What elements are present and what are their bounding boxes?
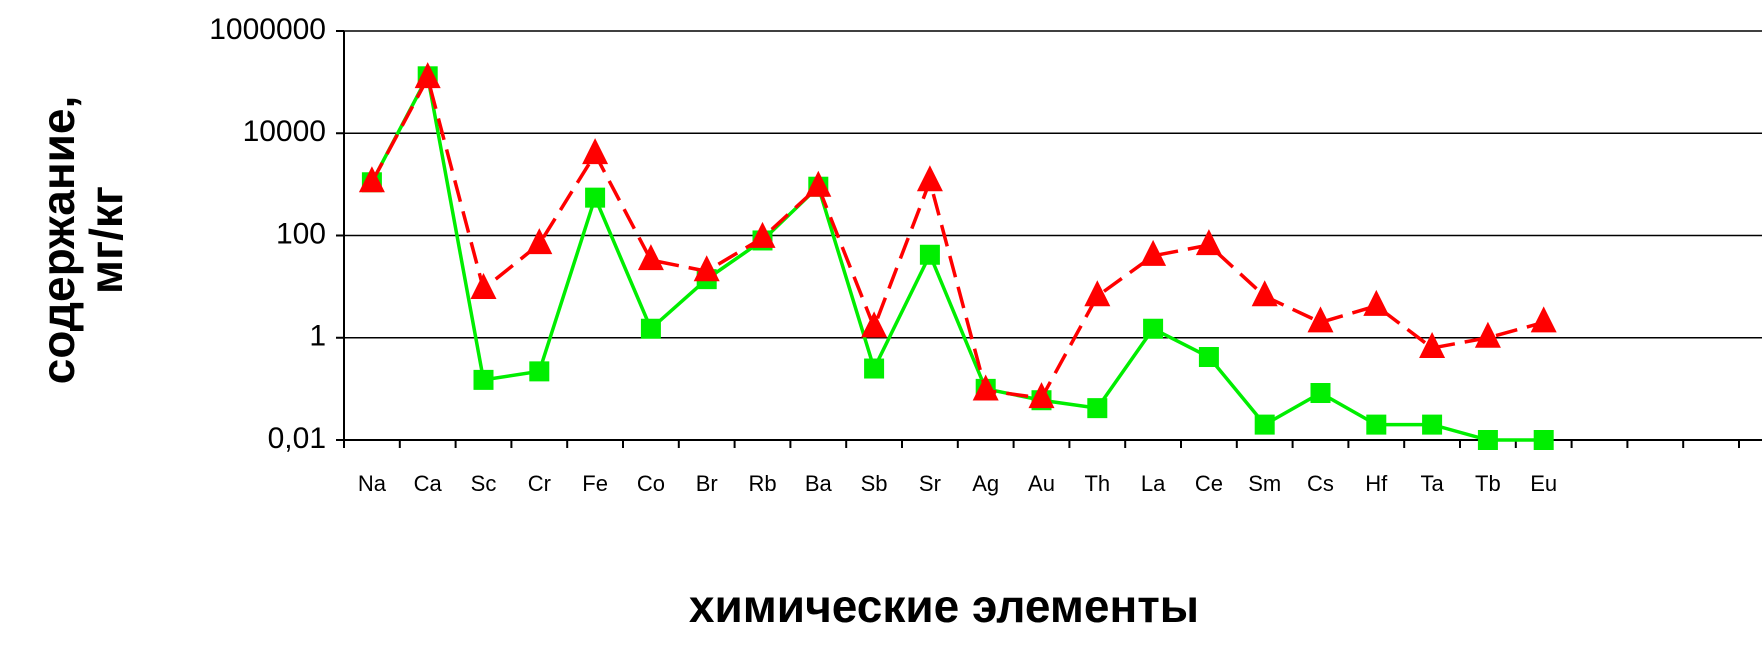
- x-tick-label: Fe: [582, 471, 608, 496]
- x-tick-label: Na: [358, 471, 387, 496]
- y-axis-title: содержание, мг/кг: [32, 96, 132, 385]
- data-point: [919, 244, 940, 265]
- data-point: [916, 165, 943, 192]
- data-point: [861, 311, 888, 338]
- data-point: [582, 138, 609, 165]
- x-tick-label: Ca: [414, 471, 443, 496]
- x-tick-label: Sr: [919, 471, 941, 496]
- data-point: [1251, 280, 1278, 307]
- data-point: [1087, 398, 1108, 419]
- x-tick-label: Sc: [471, 471, 497, 496]
- x-tick-label: Tb: [1475, 471, 1501, 496]
- data-point: [749, 221, 776, 248]
- data-point: [1533, 430, 1554, 450]
- data-point: [1140, 239, 1167, 266]
- y-tick-label: 100: [276, 217, 326, 250]
- data-point: [805, 170, 832, 197]
- x-tick-label: Ce: [1195, 471, 1223, 496]
- data-point: [473, 369, 494, 390]
- data-point: [1474, 321, 1501, 348]
- x-axis-title: химические элементы: [689, 580, 1199, 632]
- x-tick-label: Ba: [805, 471, 833, 496]
- y-tick-label: 10000: [243, 115, 326, 148]
- y-tick-label: 0,01: [268, 422, 326, 455]
- series-line: [370, 71, 1544, 442]
- x-tick-label: La: [1141, 471, 1166, 496]
- data-point: [1198, 347, 1219, 368]
- x-tick-label: Au: [1028, 471, 1055, 496]
- data-point: [1363, 289, 1390, 316]
- data-point: [1307, 306, 1334, 333]
- x-tick-label: Eu: [1530, 471, 1557, 496]
- data-point: [1254, 414, 1275, 435]
- x-tick-label: Sm: [1248, 471, 1281, 496]
- x-tick-label: Rb: [748, 471, 776, 496]
- data-point: [693, 255, 720, 282]
- data-point: [1028, 382, 1055, 409]
- x-tick-label: Ta: [1420, 471, 1444, 496]
- data-point: [1310, 383, 1331, 404]
- y-axis-title-line: мг/кг: [80, 186, 132, 294]
- data-point: [1419, 332, 1446, 359]
- x-tick-label: Ag: [972, 471, 999, 496]
- y-tick-label: 1000000: [209, 13, 326, 46]
- x-tick-label: Co: [637, 471, 665, 496]
- data-point: [585, 187, 606, 208]
- data-point: [1143, 318, 1164, 339]
- data-point: [526, 228, 553, 255]
- data-point: [864, 358, 885, 379]
- data-point: [1084, 280, 1111, 307]
- data-point: [414, 62, 441, 89]
- data-point: [1195, 229, 1222, 256]
- data-point: [1477, 430, 1498, 450]
- x-tick-label: Br: [696, 471, 718, 496]
- data-point: [470, 272, 497, 299]
- y-axis-title-line: содержание,: [32, 96, 84, 385]
- x-tick-label: Cr: [528, 471, 551, 496]
- y-tick-label: 1: [309, 320, 326, 353]
- data-point: [640, 318, 661, 339]
- data-point: [972, 374, 999, 401]
- x-tick-label: Hf: [1365, 471, 1388, 496]
- data-point: [1530, 306, 1557, 333]
- data-point: [529, 361, 550, 382]
- data-point: [358, 166, 385, 193]
- x-tick-label: Th: [1084, 471, 1110, 496]
- x-tick-label: Sb: [861, 471, 888, 496]
- data-point: [1366, 414, 1387, 435]
- data-point: [637, 244, 664, 271]
- series-line: [370, 73, 1545, 400]
- x-tick-label: Cs: [1307, 471, 1334, 496]
- data-point: [1422, 414, 1443, 435]
